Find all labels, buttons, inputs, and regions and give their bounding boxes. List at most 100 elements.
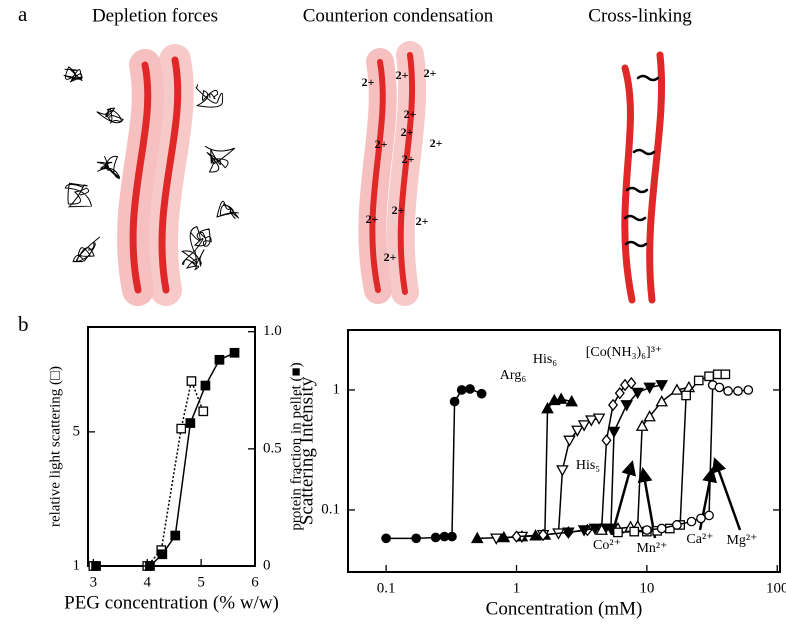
ion-label: 2+ (430, 136, 443, 150)
data-point (170, 530, 181, 541)
x-tick-label: 100 (766, 580, 786, 596)
y2-tick-label: 0 (263, 557, 271, 573)
polymer-coil (63, 66, 83, 83)
data-point (631, 387, 644, 400)
data-point (91, 561, 101, 571)
data-point (626, 376, 637, 390)
data-point (642, 525, 652, 535)
series-annotation: Co²⁺ (593, 538, 621, 553)
polymer-coil (181, 249, 205, 271)
ion-label: 2+ (384, 250, 397, 264)
data-point (554, 392, 568, 404)
data-point (607, 398, 619, 412)
y2-axis-label: protein fraction in pellet (■) (288, 362, 304, 530)
data-point (145, 561, 155, 571)
ion-label: 2+ (416, 214, 429, 228)
polymer-coil (216, 200, 240, 220)
series-line (568, 384, 662, 534)
polymer-coils (63, 66, 240, 271)
data-point (743, 385, 754, 395)
polymer-coil (64, 182, 93, 208)
data-point (198, 406, 209, 417)
y-axis-label: relative light scattering (□) (47, 366, 63, 527)
y-tick-label: 1 (73, 557, 81, 573)
data-point (449, 396, 460, 407)
ion-label: 2+ (404, 107, 417, 121)
ion-label: 2+ (362, 75, 375, 89)
y-tick-label: 0.1 (321, 501, 340, 517)
data-point (629, 526, 640, 537)
y-tick-label: 1 (333, 381, 341, 397)
data-point (476, 388, 487, 399)
data-point (200, 380, 211, 391)
series-line (93, 378, 204, 567)
data-point (430, 532, 441, 543)
data-point (655, 395, 669, 407)
data-point (511, 530, 522, 543)
data-point (592, 413, 606, 425)
series-annotation: Mn²⁺ (636, 541, 667, 556)
series-line (386, 388, 482, 540)
panel-label: b (18, 312, 29, 336)
data-point (556, 465, 569, 477)
data-point (601, 434, 612, 447)
data-point (656, 523, 667, 534)
data-point (176, 423, 187, 434)
data-point (229, 347, 240, 358)
data-point (607, 426, 621, 439)
polymer-coil (204, 145, 236, 173)
data-point (613, 527, 623, 538)
counterion-rods (358, 41, 427, 306)
data-point (562, 527, 575, 539)
panel-label: a (18, 2, 28, 26)
data-point (720, 369, 731, 380)
data-point (696, 513, 706, 524)
ion-label: 2+ (402, 152, 415, 166)
polymer-coil (96, 155, 121, 180)
x-axis-label: Concentration (mM) (486, 598, 643, 619)
y2-tick-label: 1.0 (263, 323, 282, 339)
x-tick-label: 0.1 (377, 580, 396, 596)
data-point (693, 375, 704, 386)
series-annotation: Mg²⁺ (726, 533, 757, 548)
data-point (723, 386, 733, 396)
data-point (585, 415, 598, 427)
data-point (704, 510, 714, 521)
ion-label: 2+ (396, 68, 409, 82)
data-point (185, 418, 196, 428)
x-tick-label: 10 (639, 580, 654, 596)
data-point (635, 419, 649, 431)
diagram-title: Cross-linking (588, 5, 692, 26)
polymer-coil (96, 107, 124, 124)
series-line (96, 352, 235, 567)
data-point (614, 386, 625, 400)
ion-label: 2+ (401, 125, 414, 139)
data-point (655, 380, 669, 392)
data-point (704, 371, 714, 382)
y-axis-label: Scattering Intensity (296, 376, 317, 525)
polymer-coil (195, 84, 224, 108)
data-point (577, 525, 591, 537)
data-point (672, 520, 682, 530)
data-point (470, 531, 484, 544)
x-tick-label: 6 (251, 574, 259, 590)
polymer-coil (189, 226, 212, 253)
data-point (565, 395, 578, 407)
y2-tick-label: 0.5 (263, 440, 282, 456)
ion-label: 2+ (375, 137, 388, 151)
data-point (381, 533, 391, 544)
data-point (465, 384, 475, 394)
data-point (538, 528, 549, 542)
data-point (577, 420, 591, 432)
x-axis-label: PEG concentration (% w/w) (64, 592, 279, 613)
data-point (643, 410, 656, 422)
data-point (733, 386, 743, 396)
data-point (571, 425, 584, 437)
ion-label: 2+ (424, 66, 437, 80)
ion-labels: 2+ 2+ 2+ 2+ 2+ 2+ 2+ 2+ 2+ 2+ 2+ 2+ (362, 66, 443, 264)
series-annotation: Arg₆ (500, 368, 527, 383)
data-point (643, 382, 656, 394)
data-point (588, 523, 602, 536)
data-point (157, 549, 168, 560)
